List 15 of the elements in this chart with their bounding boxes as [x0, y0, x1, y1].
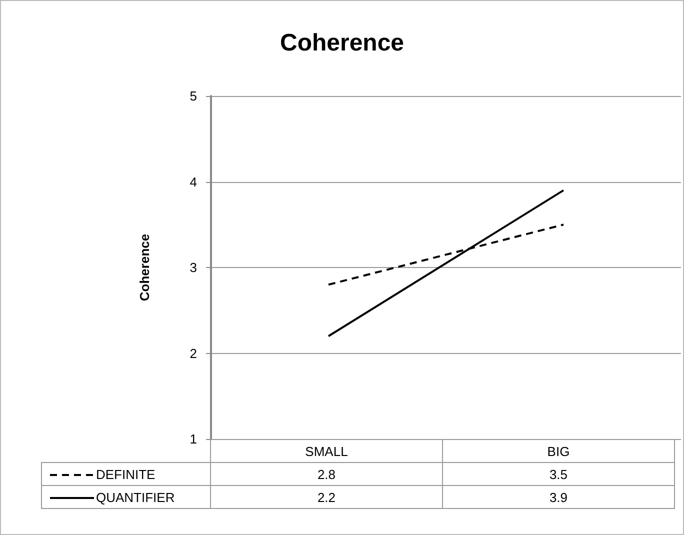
data-label: 3.5 [442, 462, 674, 486]
legend-label: DEFINITE [96, 467, 156, 482]
x-tick-label: SMALL [210, 440, 442, 462]
y-axis-title: Coherence [137, 234, 152, 302]
y-tick-label: 3 [190, 260, 197, 275]
y-tick-label: 4 [190, 174, 197, 190]
data-label: 2.2 [210, 486, 442, 508]
data-label: 2.8 [210, 462, 442, 486]
legend-label: QUANTIFIER [96, 490, 175, 506]
y-tick-label: 1 [190, 432, 197, 446]
chart-title: Coherence [280, 30, 404, 56]
y-tick-label: 5 [190, 88, 197, 104]
x-tick-label: BIG [442, 440, 674, 462]
y-tick-label: 2 [190, 346, 197, 361]
data-label: 3.9 [442, 486, 674, 508]
